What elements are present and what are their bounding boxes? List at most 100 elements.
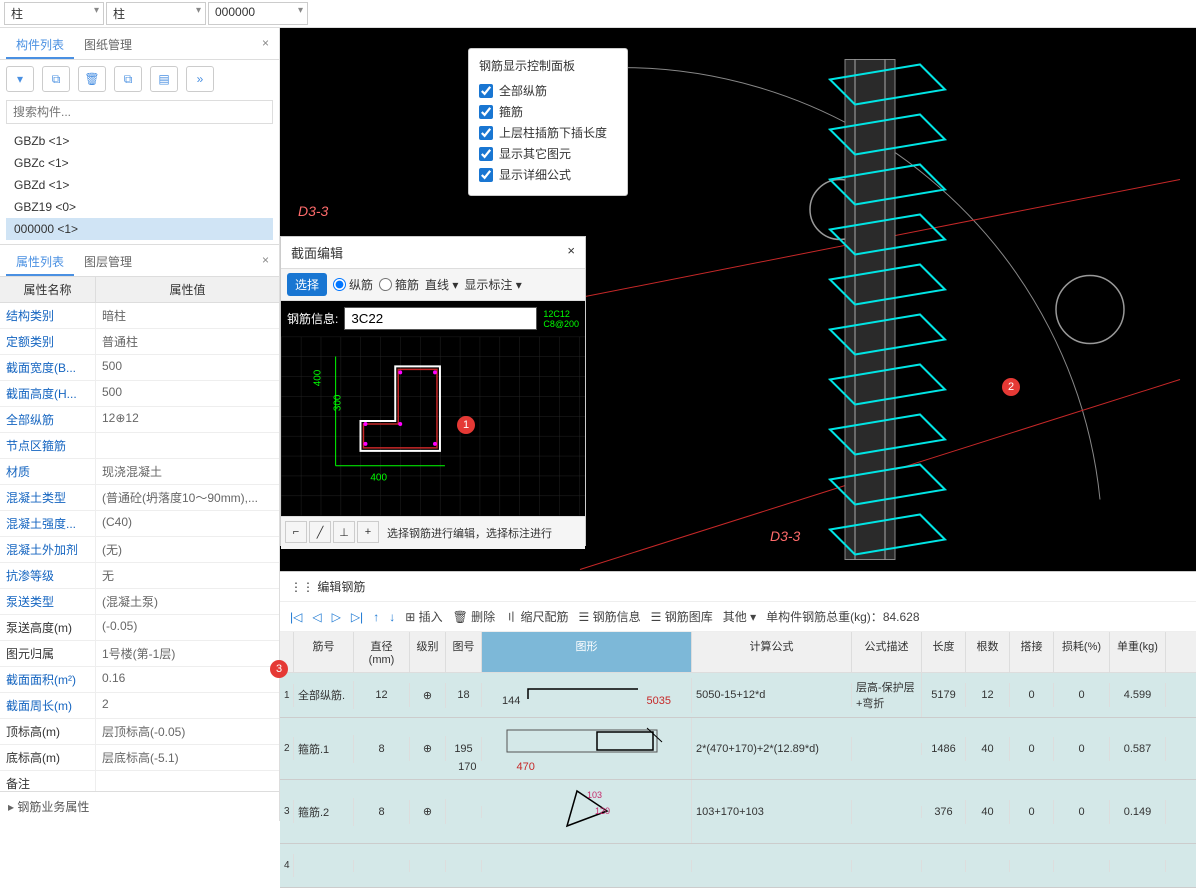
property-row[interactable]: 截面周长(m)2 bbox=[0, 693, 279, 719]
property-row[interactable]: 备注 bbox=[0, 771, 279, 791]
show-label-dropdown[interactable]: 显示标注 ▾ bbox=[464, 276, 521, 293]
nav-last[interactable]: ▷| bbox=[351, 610, 363, 624]
paste-button[interactable]: ⧉ bbox=[114, 66, 142, 92]
panel-title: ⋮⋮ 编辑钢筋 bbox=[280, 572, 1196, 602]
th-desc: 公式描述 bbox=[852, 632, 922, 672]
th-loss: 损耗(%) bbox=[1054, 632, 1110, 672]
property-row[interactable]: 截面宽度(B...500 bbox=[0, 355, 279, 381]
checkbox-option[interactable]: 全部纵筋 bbox=[479, 82, 617, 99]
table-row[interactable]: 4 bbox=[280, 844, 1196, 888]
tool-2[interactable]: ╱ bbox=[309, 521, 331, 543]
th-num: 筋号 bbox=[294, 632, 354, 672]
rebar-info-label: 钢筋信息: bbox=[287, 310, 338, 327]
info-button[interactable]: ☰ 钢筋信息 bbox=[579, 608, 641, 625]
property-row[interactable]: 泵送类型(混凝土泵) bbox=[0, 589, 279, 615]
down-button[interactable]: ↓ bbox=[389, 610, 395, 624]
th-dia: 直径(mm) bbox=[354, 632, 410, 672]
table-row[interactable]: 1全部纵筋.12⊕18144 50355050-15+12*d层高-保护层+弯折… bbox=[280, 673, 1196, 718]
close-icon[interactable]: × bbox=[567, 243, 575, 262]
tab-property-list[interactable]: 属性列表 bbox=[6, 249, 74, 276]
delete-button[interactable]: 🗑 bbox=[78, 66, 106, 92]
rebar-display-panel: 钢筋显示控制面板 全部纵筋 箍筋 上层柱插筋下插长度 显示其它图元 显示详细公式 bbox=[468, 48, 628, 196]
svg-text:300: 300 bbox=[333, 394, 344, 411]
dropdown-type[interactable]: 柱 bbox=[106, 2, 206, 25]
component-list: GBZb <1>GBZc <1>GBZd <1>GBZ19 <0>000000 … bbox=[0, 126, 279, 244]
table-row[interactable]: 2箍筋.18⊕1951704702*(470+170)+2*(12.89*d)1… bbox=[280, 718, 1196, 780]
dropdown-category[interactable]: 柱 bbox=[4, 2, 104, 25]
property-row[interactable]: 混凝土类型(普通砼(坍落度10～90mm),... bbox=[0, 485, 279, 511]
total-weight-label: 单构件钢筋总重(kg)：84.628 bbox=[766, 608, 919, 625]
layer-button[interactable]: ▤ bbox=[150, 66, 178, 92]
th-wt: 单重(kg) bbox=[1110, 632, 1166, 672]
th-formula: 计算公式 bbox=[692, 632, 852, 672]
th-shape: 图形 bbox=[482, 632, 692, 672]
close-icon[interactable]: × bbox=[258, 249, 273, 276]
list-item[interactable]: GBZc <1> bbox=[6, 152, 273, 174]
property-row[interactable]: 材质现浇混凝土 bbox=[0, 459, 279, 485]
property-row[interactable]: 泵送高度(m)(-0.05) bbox=[0, 615, 279, 641]
marker-3: 3 bbox=[270, 660, 288, 678]
up-button[interactable]: ↑ bbox=[373, 610, 379, 624]
col-header-name: 属性名称 bbox=[0, 277, 96, 302]
tool-4[interactable]: + bbox=[357, 521, 379, 543]
nav-next[interactable]: ▷ bbox=[332, 610, 341, 624]
other-dropdown[interactable]: 其他 ▾ bbox=[723, 608, 756, 625]
property-row[interactable]: 全部纵筋12⊕12 bbox=[0, 407, 279, 433]
checkbox-option[interactable]: 显示详细公式 bbox=[479, 166, 617, 183]
dropdown-id[interactable]: 000000 bbox=[208, 2, 308, 25]
property-row[interactable]: 结构类别暗柱 bbox=[0, 303, 279, 329]
list-item[interactable]: 000000 <1> bbox=[6, 218, 273, 240]
nav-first[interactable]: |◁ bbox=[290, 610, 302, 624]
list-item[interactable]: GBZb <1> bbox=[6, 130, 273, 152]
rebar-info-input[interactable] bbox=[344, 307, 537, 330]
search-input[interactable] bbox=[6, 100, 273, 124]
insert-button[interactable]: ⊞ 插入 bbox=[405, 608, 442, 625]
nav-prev[interactable]: ◁ bbox=[312, 610, 321, 624]
editor-hint: 选择钢筋进行编辑，选择标注进行 bbox=[381, 521, 558, 545]
list-item[interactable]: GBZd <1> bbox=[6, 174, 273, 196]
line-dropdown[interactable]: 直线 ▾ bbox=[425, 276, 458, 293]
th-lap: 搭接 bbox=[1010, 632, 1054, 672]
checkbox-option[interactable]: 箍筋 bbox=[479, 103, 617, 120]
tab-layer-mgmt[interactable]: 图层管理 bbox=[74, 249, 142, 276]
property-row[interactable]: 图元归属1号楼(第-1层) bbox=[0, 641, 279, 667]
property-row[interactable]: 底标高(m)层底标高(-5.1) bbox=[0, 745, 279, 771]
th-len: 长度 bbox=[922, 632, 966, 672]
checkbox-option[interactable]: 上层柱插筋下插长度 bbox=[479, 124, 617, 141]
3d-viewport[interactable]: D3-3 D3-3 钢筋显示控制面板 全部纵筋 箍筋 上层柱插筋下插长度 显示其… bbox=[280, 28, 1196, 571]
property-row[interactable]: 顶标高(m)层顶标高(-0.05) bbox=[0, 719, 279, 745]
more-button[interactable]: » bbox=[186, 66, 214, 92]
tool-3[interactable]: ⊥ bbox=[333, 521, 355, 543]
rebar-edit-panel: ⋮⋮ 编辑钢筋 |◁ ◁ ▷ ▷| ↑ ↓ ⊞ 插入 🗑 删除 〢 缩尺配筋 ☰… bbox=[280, 571, 1196, 888]
checkbox-option[interactable]: 显示其它图元 bbox=[479, 145, 617, 162]
property-row[interactable]: 抗渗等级无 bbox=[0, 563, 279, 589]
rebar-toolbar: |◁ ◁ ▷ ▷| ↑ ↓ ⊞ 插入 🗑 删除 〢 缩尺配筋 ☰ 钢筋信息 ☰ … bbox=[280, 602, 1196, 632]
section-editor-panel: 截面编辑 × 选择 纵筋 箍筋 直线 ▾ 显示标注 ▾ 钢筋信息: 12C12C… bbox=[280, 236, 586, 546]
prop-section-rebar[interactable]: 钢筋业务属性 bbox=[0, 791, 279, 821]
copy-button[interactable]: ⧉ bbox=[42, 66, 70, 92]
th-tn: 图号 bbox=[446, 632, 482, 672]
scale-button[interactable]: 〢 缩尺配筋 bbox=[505, 608, 568, 625]
property-row[interactable]: 混凝土外加剂(无) bbox=[0, 537, 279, 563]
property-row[interactable]: 截面面积(m²)0.16 bbox=[0, 667, 279, 693]
tab-component-list[interactable]: 构件列表 bbox=[6, 32, 74, 59]
radio-longitudinal[interactable]: 纵筋 bbox=[333, 276, 373, 293]
lib-button[interactable]: ☰ 钢筋图库 bbox=[651, 608, 713, 625]
tab-drawing-mgmt[interactable]: 图纸管理 bbox=[74, 32, 142, 59]
property-row[interactable]: 混凝土强度...(C40) bbox=[0, 511, 279, 537]
property-row[interactable]: 节点区箍筋 bbox=[0, 433, 279, 459]
property-row[interactable]: 定额类别普通柱 bbox=[0, 329, 279, 355]
close-icon[interactable]: × bbox=[258, 32, 273, 59]
property-row[interactable]: 截面高度(H...500 bbox=[0, 381, 279, 407]
delete-button[interactable]: 🗑 删除 bbox=[453, 608, 496, 625]
table-row[interactable]: 3箍筋.28⊕103120103+170+10337640000.149 bbox=[280, 780, 1196, 844]
section-canvas[interactable]: 400 300 400 1 bbox=[281, 336, 585, 516]
radio-stirrup[interactable]: 箍筋 bbox=[379, 276, 419, 293]
svg-text:400: 400 bbox=[370, 473, 387, 484]
select-button[interactable]: 选择 bbox=[287, 273, 327, 296]
marker-1: 1 bbox=[457, 416, 475, 434]
list-item[interactable]: GBZ19 <0> bbox=[6, 196, 273, 218]
tool-1[interactable]: ⌐ bbox=[285, 521, 307, 543]
marker-2: 2 bbox=[1002, 378, 1020, 396]
new-button[interactable]: ▾ bbox=[6, 66, 34, 92]
